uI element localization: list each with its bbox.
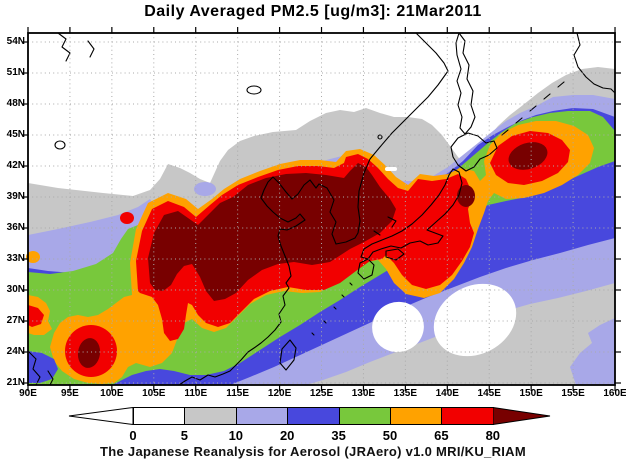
colorbar-left-arrow [68,407,134,425]
lat-tick-label: 48N [6,98,25,109]
lon-tick-label: 140E [435,388,459,399]
coast-ryukyu-islands [311,282,353,336]
lat-tick-label: 21N [6,377,25,388]
lon-tick-label: 160E [603,388,626,399]
chart-title: Daily Averaged PM2.5 [ug/m3]: 21Mar2011 [144,3,482,20]
lake-northwest [54,140,66,150]
colorbar-boundary-label: 20 [279,428,295,443]
coast-taiwan [279,339,297,371]
colorbar-boundary-label: 0 [129,428,137,443]
band-lt5-pockets [372,167,517,357]
lat-tick-label: 51N [6,67,25,78]
rivers-northwest [57,32,95,62]
lon-tick-label: 95E [61,388,79,399]
source-caption: The Japanese Reanalysis for Aerosol (JRA… [100,444,526,459]
colorbar-boundary-label: 5 [180,428,188,443]
lon-tick-label: 110E [184,388,208,399]
band-gt80-darkred [77,142,548,368]
colorbar-boundary-label: 10 [228,428,244,443]
lon-tick-label: 125E [309,388,334,399]
lake-khanka [377,134,383,140]
colorbar-right-arrow [493,407,551,425]
coastlines [27,32,616,386]
colorbar-box [390,407,443,425]
lon-tick-label: 150E [519,388,543,399]
lake-north-china [246,85,262,95]
colorbar-boundary-label: 50 [382,428,398,443]
colorbar-boundary-label: 35 [331,428,346,443]
plot-frame [27,32,616,386]
coast-kuril-islands [501,81,565,136]
lon-tick-label: 100E [100,388,124,399]
lat-tick-label: 33N [6,253,25,264]
lat-tick-label: 30N [6,284,25,295]
lon-tick-label: 105E [142,388,166,399]
lat-tick-label: 54N [6,36,25,47]
colorbar-box [287,407,340,425]
lon-tick-label: 115E [226,388,250,399]
colorbar-box [338,407,391,425]
axis-ticks [22,27,621,391]
colorbar-box [441,407,494,425]
lat-tick-label: 39N [6,191,25,202]
coast-hokkaido [450,132,498,172]
lat-tick-label: 24N [6,346,25,357]
colorbar-box [235,407,289,425]
lat-tick-label: 45N [6,129,25,140]
lon-tick-label: 135E [393,388,418,399]
coast-kyushu [357,258,375,280]
lon-tick-label: 145E [477,388,501,399]
colorbar-legend: 0 5 10 20 35 50 65 80 [68,406,568,446]
map-plot [22,27,621,391]
colorbar-boundary-label: 80 [485,428,501,443]
lat-tick-label: 36N [6,222,25,233]
lat-tick-label: 27N [6,315,25,326]
coast-shikoku [385,248,405,261]
colorbar-boundary-label: 65 [434,428,449,443]
coast-china-korea [178,32,449,386]
lon-tick-label: 155E [561,388,585,399]
lon-tick-label: 130E [351,388,376,399]
colorbar-box [184,407,237,425]
lon-tick-label: 120E [267,388,292,399]
coast-honshu [360,168,463,260]
colorbar-box [133,407,186,425]
rivers-myanmar [27,350,54,386]
lat-tick-label: 42N [6,160,25,171]
rivers-yangtze-lakes [373,216,397,236]
lon-tick-label: 90E [19,388,37,399]
coast-kamchatka [573,32,616,94]
